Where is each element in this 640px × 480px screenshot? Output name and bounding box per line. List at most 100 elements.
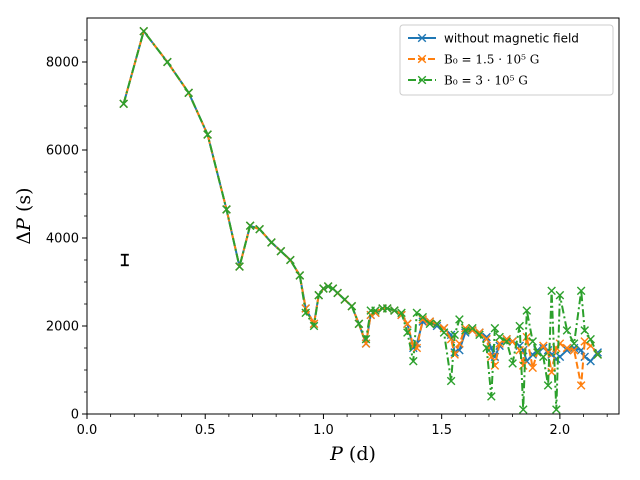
y-axis-var: P: [13, 217, 35, 232]
data-point: [412, 308, 422, 318]
x-tick-label: 0.0: [77, 423, 98, 438]
data-point: [468, 326, 477, 335]
data-point: [432, 319, 442, 329]
data-point: [163, 57, 172, 67]
data-point: [569, 339, 579, 348]
data-point: [323, 282, 333, 291]
data-point: [547, 286, 556, 296]
data-point: [425, 319, 435, 329]
legend-entry-1: without magnetic field: [408, 32, 579, 46]
legend-label: without magnetic field: [444, 32, 579, 46]
data-point: [301, 308, 311, 318]
x-axis-unit: (d): [349, 443, 376, 465]
data-point: [487, 352, 496, 362]
x-tick-label: 1.0: [313, 423, 334, 438]
data-point: [184, 88, 193, 98]
data-point: [580, 352, 590, 362]
data-point: [475, 328, 484, 337]
error-bar: [120, 253, 129, 267]
legend-entries: without magnetic field B₀ = 1.5 · 10⁵ G B₀…: [408, 32, 579, 88]
data-point: [576, 286, 586, 296]
x-axis-label: P (d): [329, 443, 376, 465]
series-3: [119, 26, 603, 414]
data-point: [314, 290, 324, 300]
data-point: [255, 224, 264, 234]
legend-box: [399, 24, 614, 96]
data-point: [490, 323, 500, 333]
data-point: [397, 308, 406, 318]
data-point: [347, 301, 357, 311]
legend-marker: [417, 54, 427, 64]
data-point: [450, 330, 459, 340]
data-point: [576, 381, 586, 390]
data-point: [382, 304, 392, 313]
data-point: [518, 405, 528, 414]
data-point: [276, 246, 286, 256]
data-point: [455, 315, 464, 324]
data-point: [286, 255, 295, 265]
data-point: [390, 306, 399, 315]
data-point: [539, 352, 548, 362]
x-tick-label: 0.5: [195, 423, 216, 438]
data-point: [495, 339, 504, 348]
data-point: [482, 332, 491, 342]
legend-entry-2: B₀ = 1.5 · 10⁵ G: [408, 53, 539, 67]
data-point: [533, 348, 542, 357]
axes-layer: 0.0 0.5 1.0 1.5 2.0 0 2000 4000 6000 8000: [46, 39, 608, 438]
data-point: [593, 350, 603, 359]
data-point: [361, 334, 371, 344]
data-point: [371, 306, 380, 315]
data-point: [418, 312, 428, 322]
legend-entry-3: B₀ = 3 · 10⁵ G: [408, 74, 528, 88]
data-point: [562, 326, 572, 335]
y-tick-label: 6000: [46, 144, 79, 159]
legend-marker: [417, 75, 427, 85]
data-point: [586, 356, 595, 366]
data-point: [235, 262, 244, 271]
data-point: [455, 339, 464, 348]
data-point: [528, 363, 537, 373]
data-point: [569, 345, 579, 355]
data-point: [495, 332, 504, 342]
data-point: [461, 323, 470, 333]
data-point: [502, 337, 511, 346]
data-point: [502, 334, 511, 344]
y-tick-label: 0: [71, 408, 79, 423]
data-point: [295, 271, 305, 280]
data-point: [580, 326, 590, 335]
data-point: [475, 330, 484, 340]
data-point: [487, 392, 496, 401]
legend-label: B₀ = 1.5 · 10⁵ G: [444, 53, 539, 67]
data-point: [562, 345, 572, 355]
data-point: [528, 337, 537, 346]
data-point: [580, 337, 590, 346]
data-point: [222, 205, 231, 214]
data-point: [403, 328, 412, 337]
data-point: [450, 350, 459, 359]
data-point: [508, 359, 517, 368]
data-point: [119, 99, 128, 109]
x-tick-label: 2.0: [550, 423, 571, 438]
data-point: [203, 130, 212, 139]
y-tick-label: 8000: [46, 56, 79, 71]
x-axis-var: P: [329, 443, 344, 465]
data-point: [408, 356, 418, 366]
data-point: [309, 321, 319, 331]
y-axis-label: ΔP (s): [13, 187, 35, 244]
data-point: [543, 381, 553, 390]
legend: without magnetic field B₀ = 1.5 · 10⁵ G B₀…: [399, 24, 614, 96]
data-point: [555, 290, 565, 300]
data-point: [482, 343, 491, 353]
data-point: [319, 284, 328, 293]
data-point: [403, 319, 412, 329]
data-point: [446, 376, 456, 386]
data-point: [340, 295, 350, 304]
data-point: [555, 339, 565, 348]
legend-label: B₀ = 3 · 10⁵ G: [444, 74, 528, 88]
data-point: [515, 345, 524, 355]
data-point: [461, 326, 470, 335]
data-point: [354, 319, 364, 329]
data-point: [439, 328, 449, 337]
legend-marker: [417, 33, 427, 43]
